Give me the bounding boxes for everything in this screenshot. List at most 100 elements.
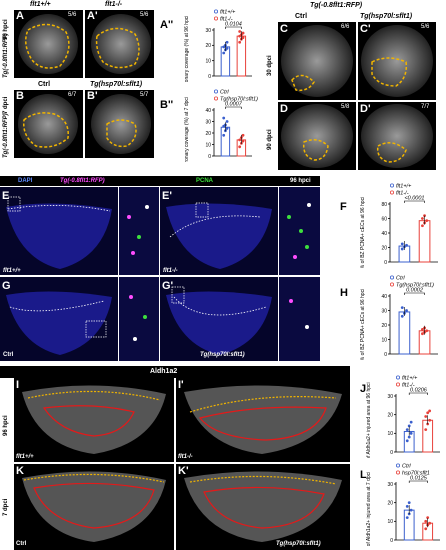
p-value: 0.0104 [225, 22, 242, 28]
panel-label-i1: I' [178, 379, 184, 391]
panel-label-e: E [2, 190, 10, 202]
label-dapi: DAPI [18, 178, 33, 184]
data-point [424, 527, 428, 531]
fraction-a1: 5/6 [140, 12, 149, 18]
legend-marker [396, 470, 401, 475]
panel-label-e1: E' [162, 190, 172, 202]
legend-entry: hsp70l:sflt1 [402, 471, 430, 477]
panel-label-d: D [280, 103, 288, 115]
panel-label-b: B [16, 90, 24, 102]
y-axis-label: % of BZ PCNA+ cECs at 96 hpci [360, 197, 366, 268]
data-point [409, 420, 413, 424]
fraction-b1: 5/7 [140, 92, 149, 98]
geno-g1: Tg(hsp70l:sflt1) [200, 352, 245, 358]
data-point [400, 247, 404, 251]
legend-entry: flt1+/+ [402, 376, 418, 382]
legend-entry: Ctrl [396, 276, 405, 282]
y-tick-label: 20 [381, 323, 387, 329]
geno-k1: Tg(hsp70l:sflt1) [276, 541, 321, 547]
bar [398, 311, 411, 355]
y-tick-label: 0 [208, 154, 211, 160]
y-axis-label: % of Aldh1a2+ injured area at 96 hpci [366, 382, 372, 458]
row-label-k: 7 dpci [3, 498, 9, 516]
row-label-b: Tg(-0.8flt1:RFP) [3, 113, 9, 158]
y-tick-label: 40 [381, 294, 387, 300]
panel-label-k1: K' [178, 465, 189, 477]
legend-entry: Tg(hsp70l:sflt1) [396, 283, 434, 289]
p-value: 0.0206 [410, 388, 428, 394]
data-point [238, 30, 242, 33]
p-value: 0.0125 [410, 476, 428, 482]
legend-entry: flt1-/- [220, 17, 233, 23]
label-rfp: Tg(-0.8flt1:RFP) [60, 178, 105, 184]
data-point [421, 327, 424, 331]
y-tick-label: 20 [381, 245, 387, 251]
data-point [425, 329, 429, 333]
data-point [409, 508, 413, 512]
legend-marker [214, 16, 219, 21]
top-right-title: Tg(-0.8flt1:RFP) [310, 2, 363, 9]
data-point [426, 516, 430, 519]
panel-label-a1: A' [87, 10, 98, 22]
panel-e1-image [160, 187, 278, 275]
y-axis-label: % of BZ PCNA+ cECs at 96 hpci [360, 289, 366, 360]
row-label-a: Tg(-0.8flt1:RFP) [3, 33, 9, 78]
panel-g1-zoom [279, 277, 320, 361]
data-point [222, 133, 226, 137]
y-tick-label: 0 [390, 538, 393, 544]
data-point [428, 409, 432, 413]
panel-g-zoom [119, 277, 159, 361]
legend-entry: flt1-/- [396, 191, 409, 197]
y-tick-label: 40 [205, 108, 211, 114]
legend-marker [214, 96, 219, 101]
panel-k-image [14, 464, 174, 550]
legend-marker [390, 282, 395, 287]
data-point [421, 332, 424, 336]
data-point [241, 31, 245, 35]
panel-label-h: H [340, 287, 348, 299]
panel-d-image [278, 102, 356, 170]
data-point [421, 224, 424, 228]
fraction-d: 5/8 [341, 104, 350, 110]
legend-entry: flt1+/+ [396, 184, 412, 190]
y-tick-label: 30 [387, 394, 393, 400]
panel-e1-zoom [279, 187, 320, 275]
data-point [423, 214, 426, 217]
data-point [238, 145, 242, 149]
panel-b1-image [85, 90, 154, 158]
label-96hpci: 96 hpci [290, 178, 311, 184]
chart-coronary-coverage-96hpci: flt1+/+flt1-/- 0 10 20 30 Coronary coverage (… [184, 9, 252, 82]
top-right-header-ctrl: Ctrl [295, 13, 308, 20]
p-value: 0.0002 [406, 288, 423, 294]
data-point [407, 435, 411, 439]
panel-c-image [278, 22, 356, 100]
data-point [424, 428, 428, 431]
panel-a-image [14, 10, 83, 78]
data-point [222, 116, 226, 120]
panel-label-j: J [360, 383, 367, 395]
panel-label-f: F [340, 201, 347, 213]
row-label-d: 90 dpci [267, 129, 273, 150]
data-point [225, 127, 229, 130]
y-tick-label: 10 [205, 142, 211, 148]
header-tg: Tg(hsp70l:sflt1) [90, 81, 143, 88]
panel-label-i: I [16, 379, 20, 391]
y-axis-label: % of Aldh1a2+ injured area at 7 dpci [366, 472, 372, 546]
panel-e-image [0, 187, 118, 275]
geno-k: Ctrl [16, 541, 27, 547]
legend-entry: Ctrl [220, 90, 229, 96]
legend-marker [214, 9, 219, 14]
y-axis-label: Coronary coverage (%) at 7 dpci [184, 97, 190, 162]
p-value: 0.0007 [225, 102, 243, 108]
row-time-a: 96 hpci [3, 19, 9, 40]
data-point [405, 309, 408, 312]
fraction-c: 6/6 [341, 24, 350, 30]
panel-label-a: A [16, 10, 24, 22]
fraction-c1: 5/6 [421, 24, 430, 30]
data-point [426, 411, 430, 415]
data-point [241, 133, 245, 137]
top-right-header-tg: Tg(hsp70l:sflt1) [360, 13, 413, 20]
